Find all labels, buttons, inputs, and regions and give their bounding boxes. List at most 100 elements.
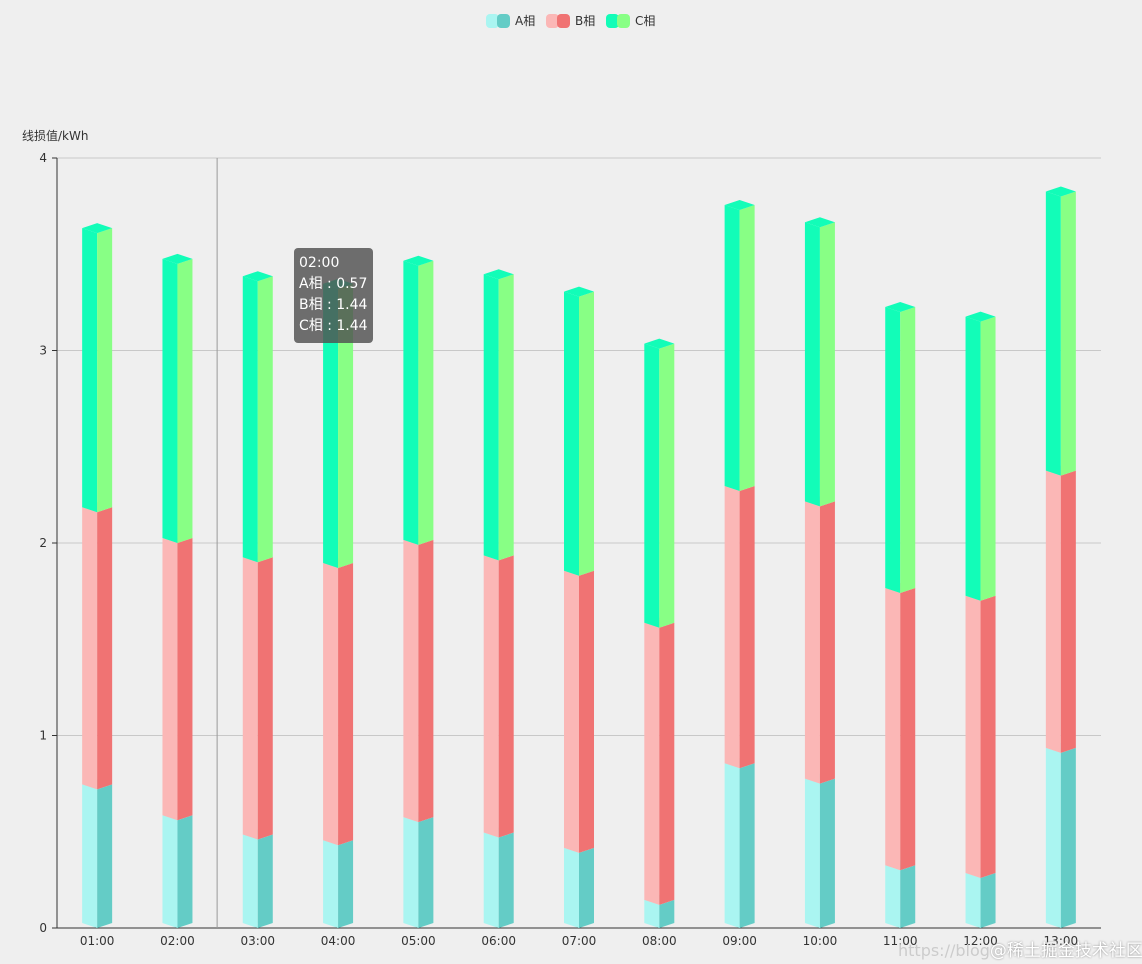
bar-segment-right[interactable] — [418, 260, 434, 545]
bar-stack[interactable] — [403, 255, 434, 928]
bar-segment-top[interactable] — [242, 271, 273, 282]
bar-segment-left[interactable] — [644, 343, 660, 628]
bar-segment-left[interactable] — [564, 291, 579, 576]
bar-segment-left[interactable] — [82, 507, 98, 790]
bar-segment-right[interactable] — [819, 222, 835, 507]
legend-item[interactable]: A相 — [486, 14, 535, 28]
bar-segment-right[interactable] — [498, 555, 514, 838]
bar-segment-left[interactable] — [804, 222, 820, 507]
bar-segment-right[interactable] — [97, 228, 113, 513]
bar-stack[interactable] — [242, 271, 273, 928]
bar-segment-left[interactable] — [724, 204, 740, 492]
bar-stack[interactable] — [724, 199, 755, 928]
bar-segment-left[interactable] — [162, 815, 178, 928]
bar-segment-right[interactable] — [659, 343, 675, 628]
bar-segment-right[interactable] — [97, 507, 113, 790]
bar-segment-right[interactable] — [659, 622, 675, 905]
bar-segment-right[interactable] — [739, 204, 755, 492]
bar-stack[interactable] — [965, 311, 996, 928]
bar-stack[interactable] — [483, 269, 514, 928]
bar-segment-top[interactable] — [1045, 186, 1076, 197]
bar-segment-top[interactable] — [564, 286, 594, 297]
legend-item[interactable]: B相 — [546, 14, 595, 28]
bar-segment-right[interactable] — [338, 840, 354, 928]
bar-segment-left[interactable] — [483, 274, 499, 561]
bar-stack[interactable] — [162, 253, 193, 928]
bar-segment-left[interactable] — [564, 570, 579, 853]
bar-segment-left[interactable] — [965, 872, 981, 928]
bar-segment-left[interactable] — [82, 784, 98, 928]
bar-segment-left[interactable] — [564, 847, 579, 928]
bar-segment-right[interactable] — [498, 274, 514, 561]
bar-segment-left[interactable] — [323, 283, 339, 569]
bar-segment-right[interactable] — [177, 815, 193, 928]
bar-segment-right[interactable] — [418, 817, 434, 928]
bar-segment-left[interactable] — [804, 778, 820, 928]
bar-segment-left[interactable] — [885, 588, 901, 871]
bar-segment-right[interactable] — [257, 834, 273, 928]
bar-segment-right[interactable] — [980, 316, 996, 601]
bar-segment-left[interactable] — [885, 307, 901, 594]
bar-segment-right[interactable] — [498, 832, 514, 928]
bar-segment-left[interactable] — [724, 763, 740, 928]
bar-segment-top[interactable] — [724, 199, 755, 210]
bar-segment-right[interactable] — [579, 570, 594, 853]
bar-segment-left[interactable] — [483, 555, 499, 838]
bar-segment-left[interactable] — [403, 817, 419, 928]
bar-segment-right[interactable] — [819, 501, 835, 784]
bar-segment-right[interactable] — [338, 563, 354, 846]
bar-segment-right[interactable] — [739, 486, 755, 769]
bar-segment-right[interactable] — [739, 763, 755, 928]
legend[interactable]: A相 B相 C相 — [486, 14, 655, 28]
bar-segment-left[interactable] — [323, 563, 339, 846]
bar-stack[interactable] — [1045, 186, 1076, 929]
bar-segment-left[interactable] — [965, 316, 981, 601]
bar-segment-left[interactable] — [965, 595, 981, 878]
bar-segment-top[interactable] — [403, 255, 434, 266]
bar-segment-right[interactable] — [900, 588, 916, 871]
bar-segment-right[interactable] — [980, 872, 996, 928]
bar-segment-right[interactable] — [819, 778, 835, 928]
bar-segment-left[interactable] — [483, 832, 499, 928]
bar-segment-left[interactable] — [162, 538, 178, 821]
bar-segment-right[interactable] — [579, 847, 594, 928]
bar-segment-right[interactable] — [338, 283, 354, 569]
bar-segment-right[interactable] — [1060, 747, 1076, 928]
bar-segment-left[interactable] — [644, 622, 660, 905]
bar-segment-left[interactable] — [644, 899, 660, 928]
bar-segment-left[interactable] — [242, 834, 258, 928]
bar-stack[interactable] — [323, 278, 354, 928]
bar-segment-left[interactable] — [403, 539, 419, 823]
bar-segment-top[interactable] — [885, 302, 916, 312]
bar-segment-right[interactable] — [1060, 470, 1076, 753]
legend-item[interactable]: C相 — [606, 14, 655, 28]
bar-segment-top[interactable] — [82, 223, 113, 234]
bar-segment-left[interactable] — [82, 228, 98, 513]
bar-segment-right[interactable] — [418, 539, 434, 823]
bar-segment-top[interactable] — [162, 253, 193, 264]
bar-segment-left[interactable] — [885, 865, 901, 928]
bar-segment-right[interactable] — [177, 538, 193, 821]
bar-segment-top[interactable] — [965, 311, 996, 322]
bars[interactable] — [82, 186, 1076, 929]
bar-segment-left[interactable] — [724, 486, 740, 769]
bar-segment-right[interactable] — [177, 258, 193, 543]
bar-stack[interactable] — [82, 223, 113, 928]
bar-segment-right[interactable] — [257, 557, 273, 840]
bar-stack[interactable] — [644, 338, 675, 928]
bar-segment-top[interactable] — [483, 269, 514, 280]
bar-segment-right[interactable] — [900, 307, 916, 594]
bar-segment-left[interactable] — [242, 276, 258, 563]
bar-stack[interactable] — [804, 217, 835, 928]
bar-segment-left[interactable] — [1045, 747, 1061, 928]
bar-segment-right[interactable] — [1060, 191, 1076, 476]
bar-segment-left[interactable] — [323, 840, 339, 928]
bar-segment-top[interactable] — [804, 217, 835, 228]
bar-segment-right[interactable] — [900, 865, 916, 928]
bar-segment-right[interactable] — [579, 291, 594, 576]
bar-stack[interactable] — [564, 286, 594, 928]
bar-segment-top[interactable] — [644, 338, 675, 349]
bar-segment-left[interactable] — [1045, 191, 1061, 476]
bar-segment-right[interactable] — [257, 276, 273, 563]
bar-segment-right[interactable] — [97, 784, 113, 928]
